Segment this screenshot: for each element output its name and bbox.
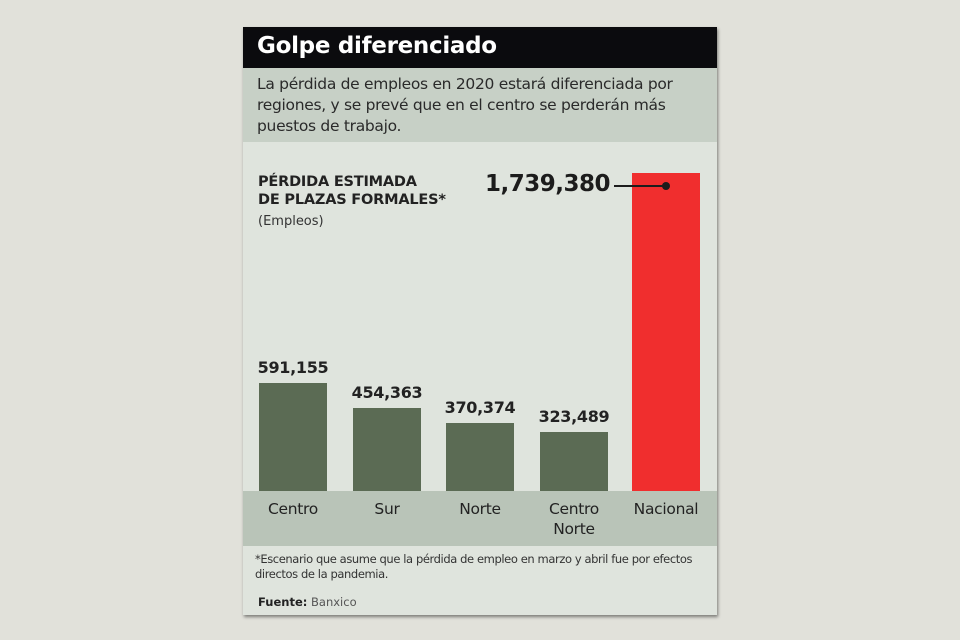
leader-dot [662, 182, 670, 190]
infographic-title: Golpe diferenciado [257, 33, 497, 59]
category-label: Centro [268, 500, 318, 518]
category-label: Norte [459, 500, 501, 518]
chart-title-line: DE PLAZAS FORMALES* [258, 192, 446, 208]
chart-unit: (Empleos) [258, 214, 324, 229]
bar-nacional [632, 173, 700, 491]
value-label: 591,155 [257, 357, 329, 377]
bar-norte [446, 423, 514, 491]
footnote: *Escenario que asume que la pérdida de e… [255, 552, 693, 581]
subtitle: La pérdida de empleos en 2020 estará dif… [257, 75, 673, 135]
category-label: Sur [374, 500, 400, 518]
subtitle-band: La pérdida de empleos en 2020 estará dif… [243, 68, 717, 142]
infographic-card: Golpe diferenciado La pérdida de empleos… [243, 27, 717, 615]
title-bar: Golpe diferenciado [243, 27, 717, 68]
bar-centro-norte [540, 431, 608, 491]
source: Fuente: Banxico [258, 595, 357, 609]
chart-title: PÉRDIDA ESTIMADA DE PLAZAS FORMALES* [258, 173, 446, 209]
source-value: Banxico [311, 595, 357, 609]
source-label: Fuente: [258, 595, 308, 609]
value-label: 323,489 [538, 406, 610, 426]
value-label: 370,374 [444, 398, 516, 418]
value-label: 454,363 [351, 382, 423, 402]
category-band [243, 491, 717, 546]
category-label: Nacional [633, 500, 699, 518]
value-label-highlight: 1,739,380 [485, 171, 611, 197]
chart-title-line: PÉRDIDA ESTIMADA [258, 174, 417, 190]
bar-sur [353, 407, 421, 491]
category-label: Centro Norte [549, 500, 599, 538]
bar-centro [259, 382, 327, 491]
leader-line [614, 185, 666, 187]
